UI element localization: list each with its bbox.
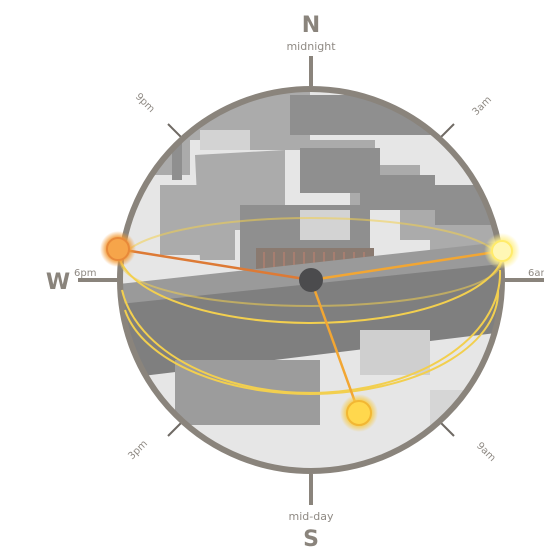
sun-direction-line [309,279,361,414]
midnight-label: midnight [286,40,336,53]
sunrise-direction-line [310,249,503,282]
compass-ticks [78,56,544,505]
midday-label: mid-day [289,510,334,523]
south-label: S [303,527,319,552]
sunset-direction-line [117,247,312,282]
summer-sun-path [116,247,505,324]
sunrise-marker[interactable] [484,233,520,269]
location-center-dot [299,268,323,292]
winter-sun-path [124,289,500,395]
current-sun-marker[interactable] [340,394,378,432]
time-label-3am: 3am [470,94,494,118]
west-label: W [46,270,70,295]
sunset-marker[interactable] [100,231,136,267]
time-label-3pm: 3pm [126,438,150,462]
time-label-9am: 9am [474,440,498,464]
time-label-9pm: 9pm [133,91,157,115]
equinox-sun-path [121,269,502,394]
north-label: N [302,13,320,38]
time-label-6am: 6am [528,268,544,279]
compass-diagonal-ticks [167,123,455,437]
time-label-6pm: 6pm [74,268,96,279]
compass-ring [117,86,505,474]
